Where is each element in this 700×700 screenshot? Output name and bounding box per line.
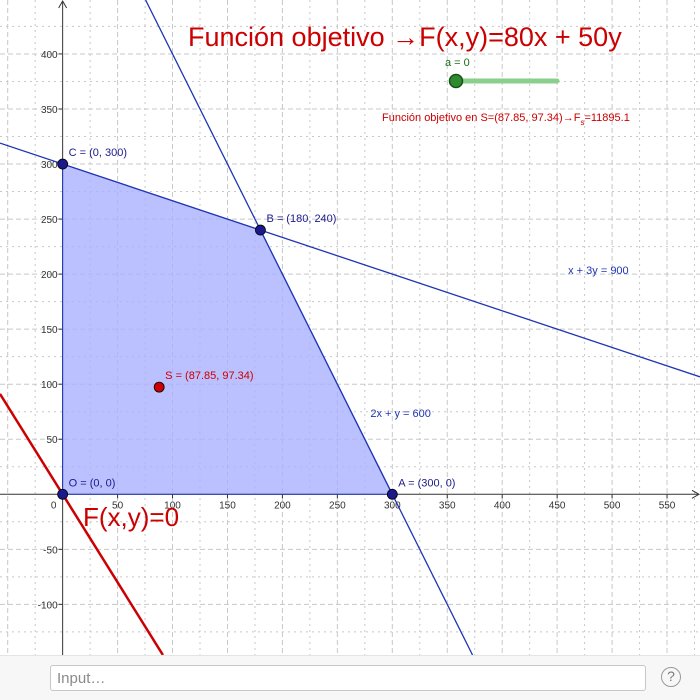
point-s-label: S = (87.85, 97.34): [165, 370, 253, 382]
y-tick-label: 200: [41, 270, 58, 281]
point-b[interactable]: [255, 224, 266, 236]
y-tick-label: 300: [41, 160, 58, 171]
constraint-label: 2x + y = 600: [370, 408, 431, 420]
x-tick-label: 50: [112, 500, 124, 511]
input-field[interactable]: [50, 665, 646, 691]
lines: [0, 0, 700, 655]
constraint-line[interactable]: [145, 0, 474, 655]
x-tick-label: 250: [329, 500, 346, 511]
y-tick-label: 50: [47, 435, 59, 446]
y-tick-label: 400: [41, 50, 58, 61]
optimum-text-subscript: s: [580, 118, 584, 127]
x-tick-label: 100: [164, 500, 181, 511]
y-tick-label: -100: [38, 600, 58, 611]
input-bar: [0, 655, 700, 700]
feasible-region: [62, 163, 394, 495]
y-tick-label: 150: [41, 325, 58, 336]
optimum-text-value: =11895.1: [584, 112, 629, 124]
y-tick-label: 350: [41, 105, 58, 116]
x-tick-label: 350: [439, 500, 456, 511]
x-tick-label: 300: [384, 500, 401, 511]
x-axis-arrow: [691, 489, 700, 499]
x-tick-label: 400: [494, 500, 511, 511]
optimum-text: Función objetivo en S=(87.85, 97.34)→Fs=…: [382, 112, 630, 127]
slider-label: a = 0: [445, 57, 470, 69]
zero-line-label: F(x,y)=0: [83, 502, 179, 532]
x-tick-label: 0: [51, 500, 57, 511]
point-b-label: B = (180, 240): [266, 213, 336, 225]
objective-zero-line[interactable]: [0, 393, 164, 655]
point-o-label: O = (0, 0): [69, 477, 116, 489]
y-axis-arrow: [58, 0, 68, 9]
slider-knob[interactable]: [448, 73, 464, 89]
line-labels: x + 3y = 900 2x + y = 600: [370, 265, 628, 420]
point-c-label: C = (0, 300): [69, 147, 127, 159]
feasible-region-polygon[interactable]: [62, 163, 394, 495]
constraint-label: x + 3y = 900: [568, 265, 629, 277]
point-o[interactable]: [57, 488, 69, 500]
y-tick-label: 100: [41, 380, 58, 391]
optimum-text-main: Función objetivo en S=(87.85, 97.34)→F: [382, 112, 581, 124]
x-tick-label: 500: [604, 500, 621, 511]
point-a-label: A = (300, 0): [398, 477, 455, 489]
point-c[interactable]: [57, 158, 69, 170]
x-tick-label: 450: [549, 500, 566, 511]
x-tick-label: 150: [219, 500, 236, 511]
objective-title: Función objetivo →F(x,y)=80x + 50y: [188, 22, 622, 52]
point-a[interactable]: [386, 488, 398, 500]
graphics-view[interactable]: 0 50 100 150 200 250 300 350 400 450 500 550 -100 -50…: [0, 0, 700, 655]
y-tick-label: 250: [41, 215, 58, 226]
x-tick-label: 200: [274, 500, 291, 511]
help-button[interactable]: ?: [661, 667, 681, 687]
points[interactable]: O = (0, 0) A = (300, 0) B = (180, 240) C = …: [57, 147, 456, 500]
point-s[interactable]: [153, 381, 165, 393]
x-tick-label: 550: [659, 500, 676, 511]
y-tick-label: -50: [43, 545, 58, 556]
constraint-line[interactable]: [0, 142, 700, 378]
